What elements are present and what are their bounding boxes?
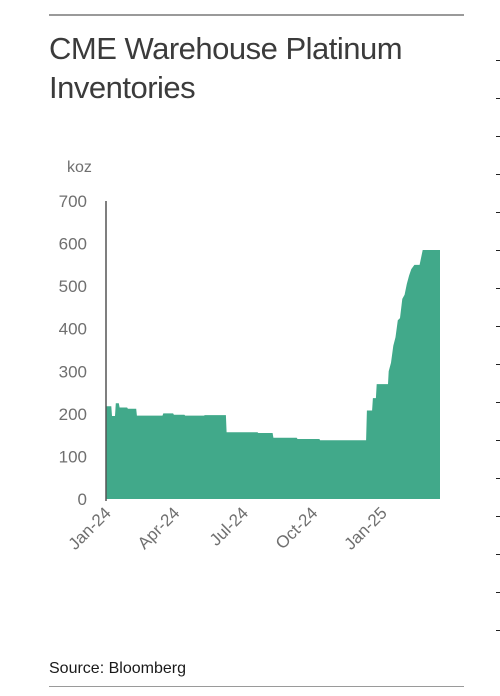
- y-tick-label: 300: [59, 362, 87, 381]
- y-tick-label: 200: [59, 405, 87, 424]
- x-tick-label: Apr-24: [134, 503, 184, 553]
- y-tick-labels: 0 100 200 300 400 500 600 700: [59, 192, 87, 509]
- inventory-area-series: [106, 250, 440, 499]
- top-rule: [49, 14, 464, 16]
- chart-title: CME Warehouse Platinum Inventories: [49, 31, 403, 105]
- x-tick-label: Oct-24: [272, 503, 322, 553]
- x-tick-label: Jan-25: [341, 503, 391, 553]
- bottom-rule: [49, 686, 464, 687]
- y-tick-label: 700: [59, 192, 87, 211]
- y-tick-label: 600: [59, 235, 87, 254]
- x-tick-label: Jan-24: [65, 503, 115, 553]
- y-tick-label: 500: [59, 277, 87, 296]
- source-note: Source: Bloomberg: [49, 660, 186, 677]
- x-tick-labels: Jan-24 Apr-24 Jul-24 Oct-24 Jan-25: [65, 503, 391, 553]
- y-axis-unit-label: koz: [67, 159, 92, 176]
- right-edge-tick-marks: [496, 60, 500, 660]
- y-tick-label: 400: [59, 320, 87, 339]
- y-tick-label: 0: [78, 490, 87, 509]
- y-tick-label: 100: [59, 447, 87, 466]
- x-tick-label: Jul-24: [206, 503, 252, 549]
